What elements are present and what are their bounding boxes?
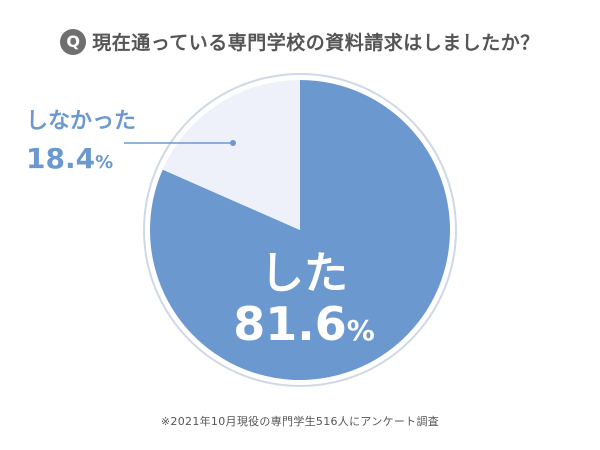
slice-label-major: した: [260, 248, 348, 299]
slice-value-major-unit: %: [347, 314, 375, 347]
chart-title: 現在通っている専門学校の資料請求はしましたか？: [92, 32, 540, 54]
slice-value-major-number: 81.6: [233, 297, 347, 351]
survey-footnote: ※2021年10月現役の専門学生516人にアンケート調査: [160, 415, 440, 428]
chart-header: Q 現在通っている専門学校の資料請求はしましたか？: [0, 28, 600, 55]
q-badge-icon: Q: [60, 28, 87, 55]
pie-slice-minor: [162, 79, 300, 230]
minor-label-leader-dot: [230, 140, 236, 146]
pie-slices: [150, 79, 451, 380]
slice-value-minor-number: 18.4: [26, 142, 95, 175]
slice-label-minor: しなかった: [26, 109, 136, 134]
slice-value-minor: 18.4%: [26, 142, 113, 175]
slice-value-major: 81.6%: [233, 297, 375, 351]
slice-value-minor-unit: %: [95, 152, 113, 173]
